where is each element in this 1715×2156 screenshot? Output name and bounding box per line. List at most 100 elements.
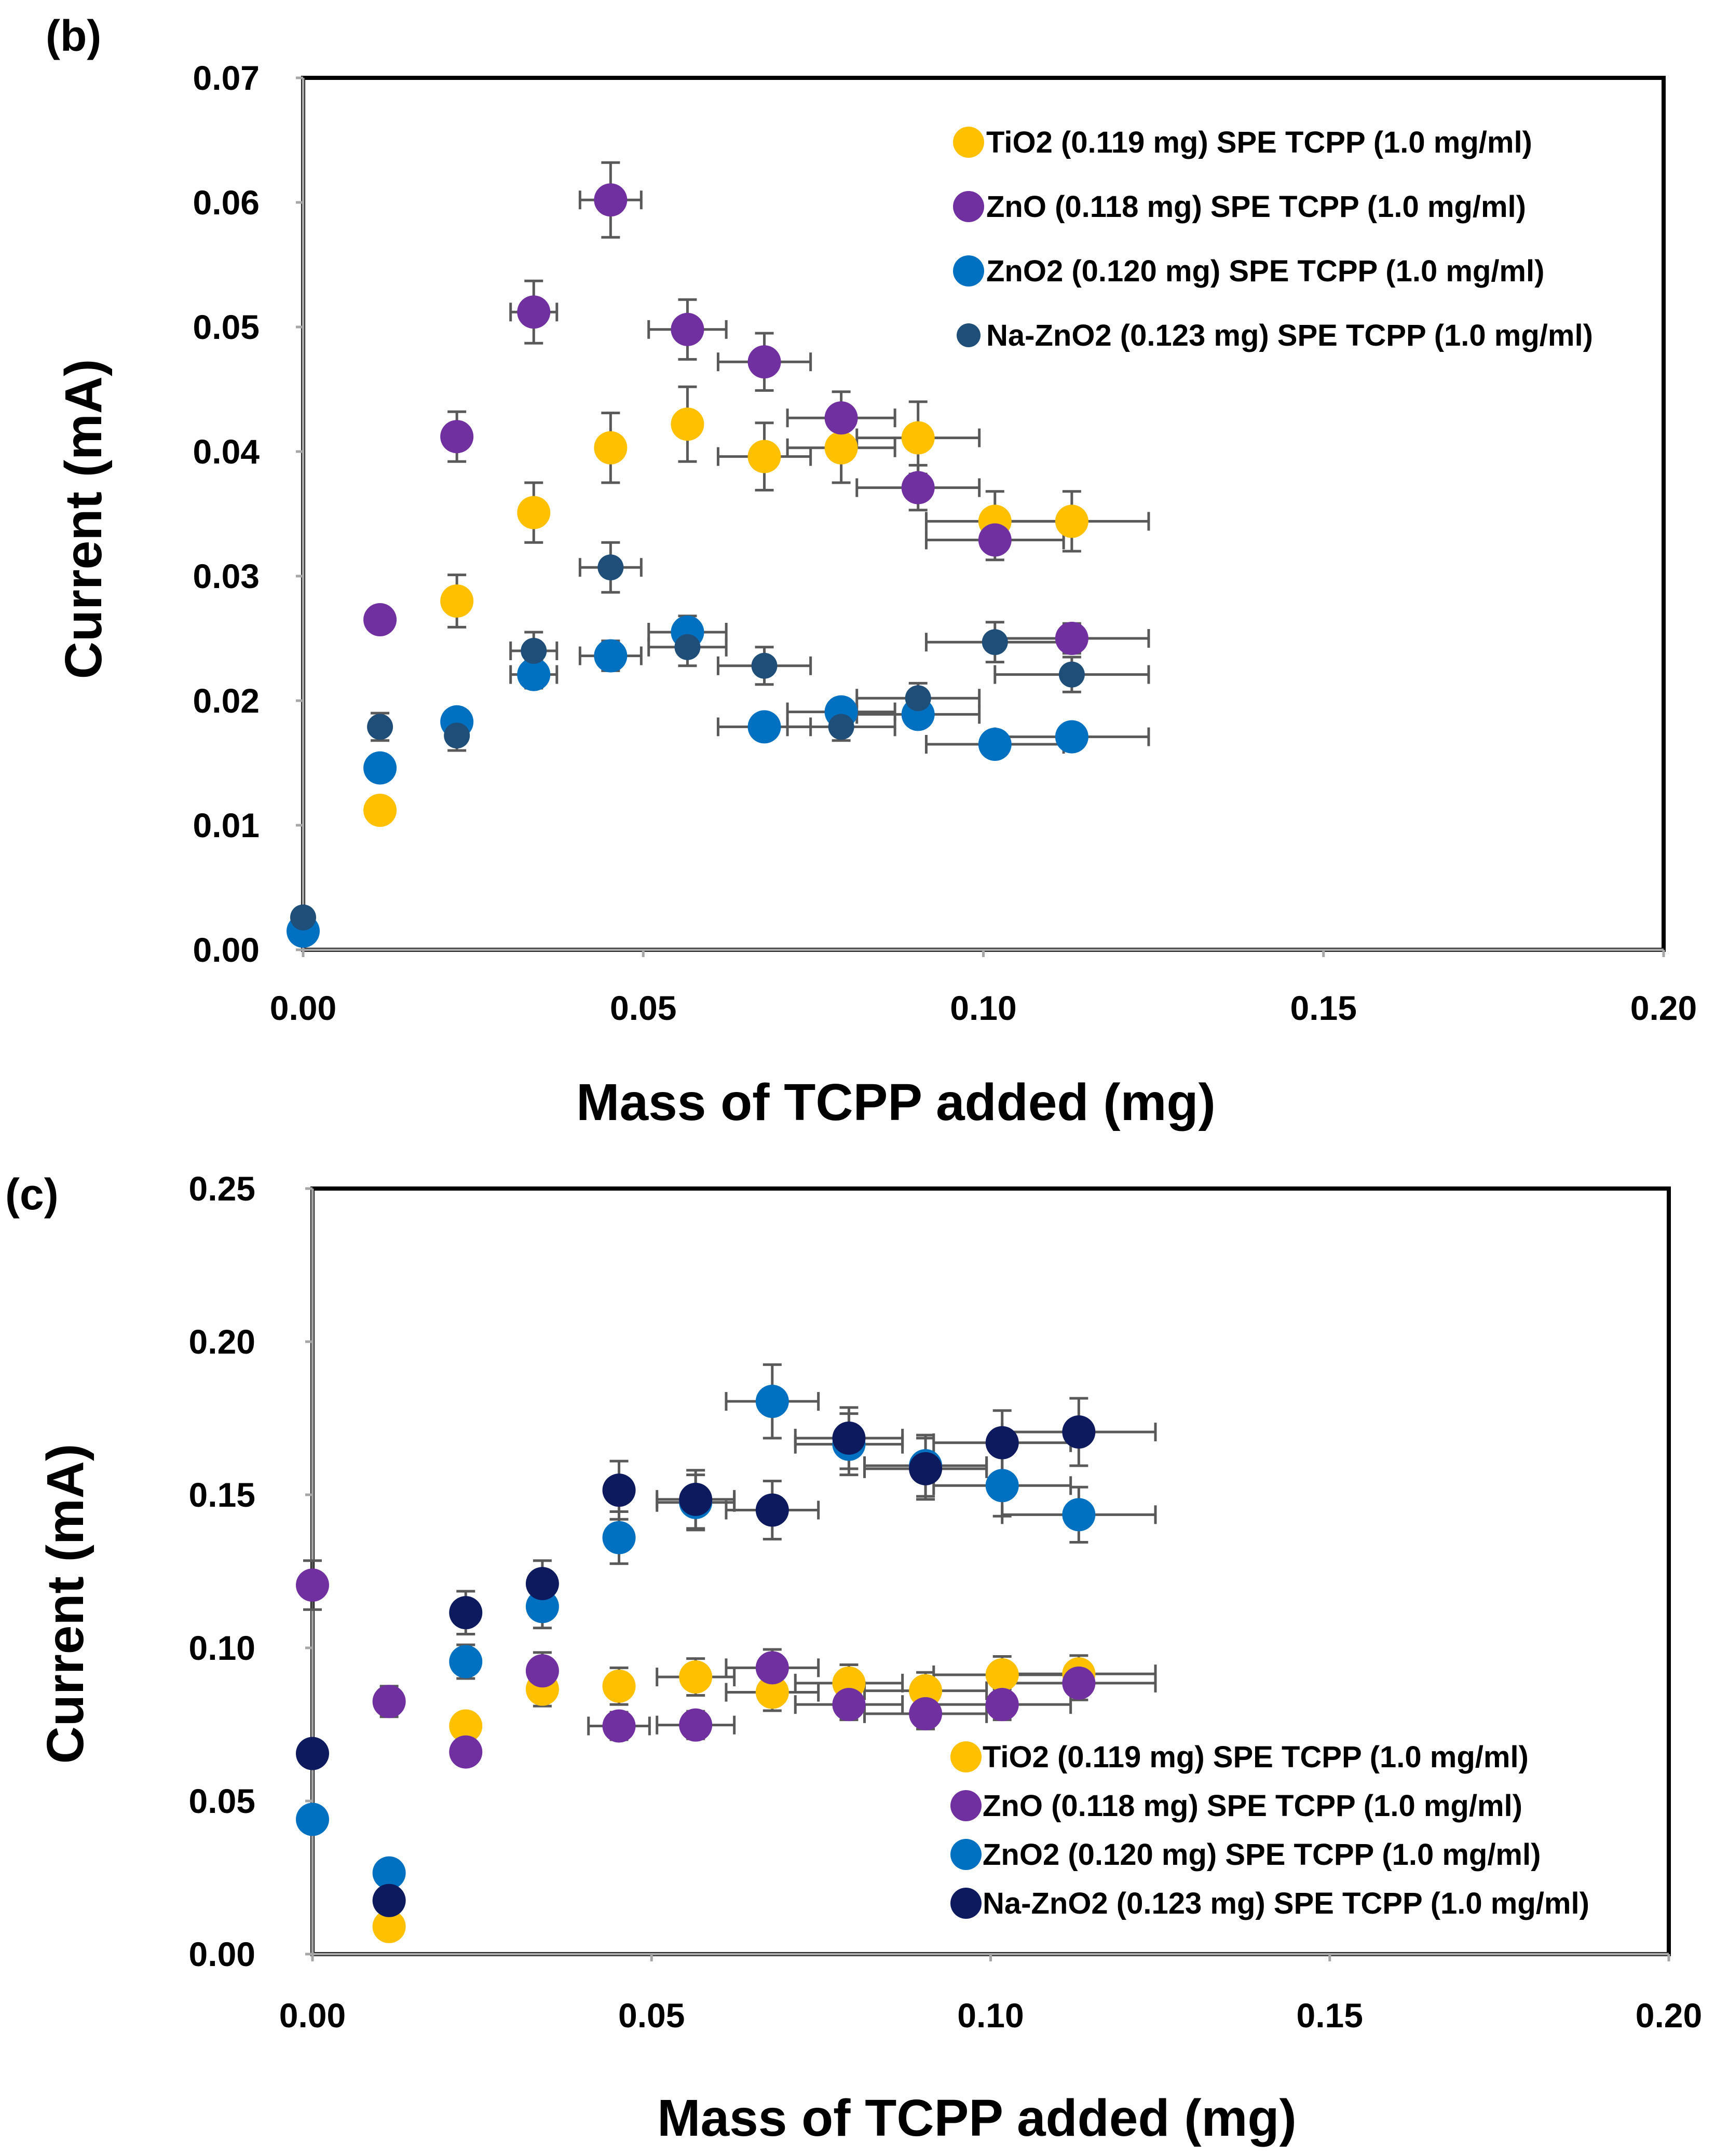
data-point — [602, 1669, 636, 1703]
legend-label: TiO2 (0.119 mg) SPE TCPP (1.0 mg/ml) — [983, 1740, 1529, 1774]
legend-label: ZnO (0.118 mg) SPE TCPP (1.0 mg/ml) — [986, 190, 1526, 224]
panel-label: (b) — [46, 11, 101, 60]
legend-label: ZnO2 (0.120 mg) SPE TCPP (1.0 mg/ml) — [983, 1838, 1541, 1872]
y-tick-label: 0.02 — [193, 681, 260, 720]
data-point — [521, 638, 547, 664]
data-point — [372, 1884, 406, 1917]
data-point — [674, 634, 701, 660]
data-point — [363, 603, 397, 636]
x-tick-label: 0.20 — [1630, 989, 1697, 1027]
plot-area: 0.00 0.05 0.10 0.15 0.20 0.25 0.00 0.05 0.10 0.15… — [189, 1169, 1703, 2035]
data-point — [832, 1421, 866, 1455]
data-point — [440, 584, 474, 618]
data-point — [755, 1675, 789, 1709]
legend: TiO2 (0.119 mg) SPE TCPP (1.0 mg/ml) ZnO … — [950, 1740, 1589, 1920]
y-tick-label: 0.07 — [193, 59, 260, 97]
data-point — [985, 1469, 1019, 1503]
y-tick-label: 0.25 — [189, 1169, 255, 1208]
data-point — [1055, 504, 1088, 538]
data-point — [755, 1385, 789, 1418]
data-point — [679, 1660, 713, 1694]
data-point — [978, 523, 1012, 557]
data-point — [367, 714, 393, 740]
data-point — [671, 407, 704, 441]
data-point — [594, 183, 628, 217]
legend-marker — [950, 1741, 982, 1772]
data-point — [290, 904, 316, 931]
x-tick-label: 0.15 — [1297, 1996, 1363, 2035]
data-point — [525, 1654, 559, 1688]
legend-label: Na-ZnO2 (0.123 mg) SPE TCPP (1.0 mg/ml) — [986, 319, 1593, 352]
data-point — [372, 1856, 406, 1890]
legend-marker — [953, 127, 984, 158]
data-point — [671, 312, 704, 346]
legend: TiO2 (0.119 mg) SPE TCPP (1.0 mg/ml) ZnO … — [953, 126, 1593, 352]
data-point — [905, 685, 931, 712]
x-tick-label: 0.05 — [610, 989, 676, 1027]
data-point — [901, 421, 935, 455]
y-tick-label: 0.15 — [189, 1476, 255, 1514]
series-NaZnO2_c — [296, 1415, 1096, 1917]
data-point — [517, 496, 551, 529]
data-point — [755, 1651, 789, 1685]
data-point — [449, 1645, 483, 1679]
legend-marker — [950, 1888, 982, 1919]
y-tick-label: 0.04 — [193, 432, 260, 471]
data-point — [296, 1737, 329, 1770]
data-point — [594, 639, 628, 673]
data-point — [909, 1674, 943, 1708]
y-tick-label: 0.10 — [189, 1629, 255, 1667]
legend-marker — [957, 323, 981, 347]
data-point — [978, 728, 1012, 761]
data-point — [525, 1590, 559, 1623]
x-tick-label: 0.00 — [270, 989, 336, 1027]
chart-panel-b: (b) Current (mA) Mass of TCPP added (mg)… — [46, 11, 1697, 1131]
data-point — [449, 1596, 483, 1630]
y-axis-title: Current (mA) — [36, 1444, 94, 1764]
data-point — [296, 1568, 329, 1602]
legend-label: TiO2 (0.119 mg) SPE TCPP (1.0 mg/ml) — [986, 126, 1532, 159]
data-point — [747, 345, 781, 379]
data-point — [747, 710, 781, 744]
x-tick-label: 0.20 — [1636, 1996, 1702, 2035]
data-point — [985, 1426, 1019, 1459]
data-point — [755, 1493, 789, 1527]
data-point — [909, 1697, 943, 1730]
data-point — [1055, 720, 1088, 754]
data-point — [517, 295, 551, 329]
data-point — [602, 1709, 636, 1743]
data-point — [363, 794, 397, 827]
x-axis-title: Mass of TCPP added (mg) — [657, 2089, 1297, 2147]
data-point — [751, 652, 778, 679]
data-point — [679, 1482, 713, 1516]
data-point — [828, 714, 854, 740]
data-point — [982, 629, 1008, 656]
data-point — [296, 1803, 329, 1836]
legend-marker — [950, 1790, 982, 1821]
data-point — [594, 431, 628, 465]
x-tick-label: 0.10 — [950, 989, 1016, 1027]
y-tick-label: 0.06 — [193, 183, 260, 222]
y-tick-label: 0.00 — [193, 931, 260, 969]
data-point — [824, 401, 858, 435]
plot-area: 0.00 0.01 0.02 0.03 0.04 0.05 0.06 0.07 0.00 0.05… — [193, 59, 1697, 1027]
data-point — [747, 440, 781, 473]
data-point — [363, 751, 397, 785]
y-tick-label: 0.05 — [193, 308, 260, 346]
legend-label: ZnO2 (0.120 mg) SPE TCPP (1.0 mg/ml) — [986, 254, 1544, 288]
data-point — [449, 1735, 483, 1769]
data-point — [372, 1909, 406, 1943]
legend-marker — [953, 191, 984, 222]
data-point — [909, 1452, 943, 1485]
x-axis-title: Mass of TCPP added (mg) — [576, 1073, 1216, 1131]
x-tick-label: 0.10 — [957, 1996, 1024, 2035]
x-tick-label: 0.00 — [279, 1996, 346, 2035]
data-point — [832, 1688, 866, 1722]
y-tick-label: 0.00 — [189, 1935, 255, 1973]
data-point — [901, 471, 935, 504]
y-tick-label: 0.03 — [193, 557, 260, 595]
y-tick-label: 0.05 — [189, 1782, 255, 1820]
legend-label: Na-ZnO2 (0.123 mg) SPE TCPP (1.0 mg/ml) — [983, 1887, 1589, 1920]
series-ZnO — [363, 183, 1088, 655]
